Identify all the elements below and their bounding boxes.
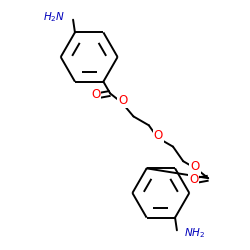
- Text: O: O: [189, 173, 198, 186]
- Text: $NH_2$: $NH_2$: [184, 226, 206, 240]
- Text: O: O: [154, 129, 163, 142]
- Text: O: O: [91, 88, 100, 101]
- Text: O: O: [118, 94, 128, 107]
- Text: O: O: [190, 160, 200, 173]
- Text: $H_2N$: $H_2N$: [44, 10, 66, 24]
